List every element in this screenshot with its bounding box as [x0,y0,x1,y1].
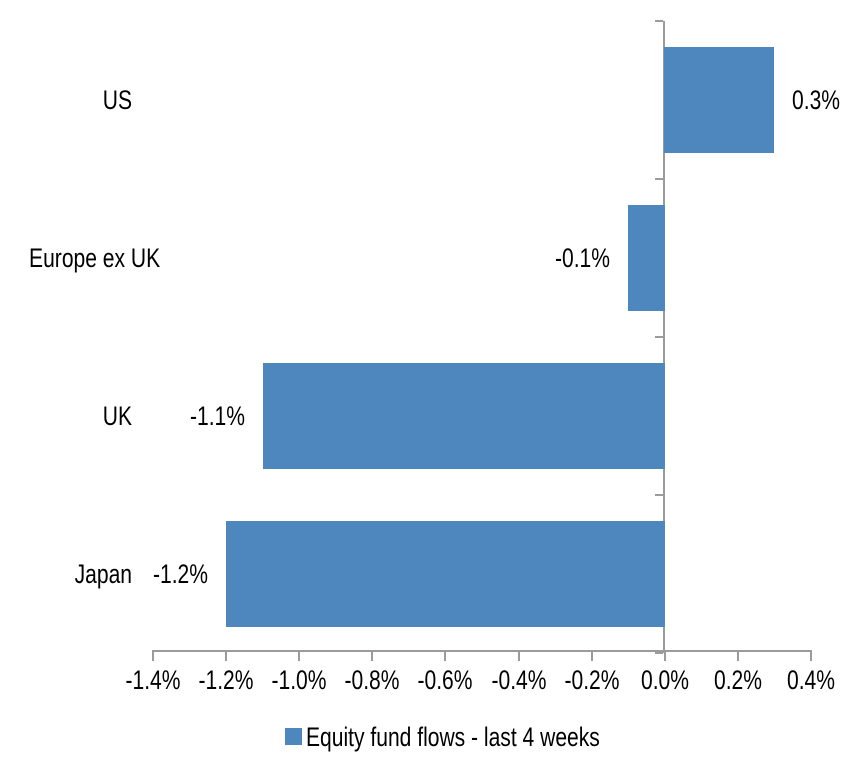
x-tick-label: -1.0% [271,665,327,695]
x-axis-tick [298,652,300,661]
bar-japan [226,521,665,627]
x-tick-label: -1.4% [125,665,181,695]
category-label-uk: UK [102,401,132,431]
x-axis-tick [664,652,666,661]
y-axis-tick [655,20,663,22]
x-axis-tick [444,652,446,661]
x-tick-label: -0.6% [417,665,473,695]
x-axis-tick [152,652,154,661]
x-tick-label: 0.4% [786,665,835,695]
x-tick-label: -0.8% [344,665,400,695]
value-label-us: 0.3% [792,85,841,115]
x-axis-tick [371,652,373,661]
bar-uk [263,363,665,469]
x-axis-tick [737,652,739,661]
y-axis-tick [655,336,663,338]
category-label-us: US [102,85,132,115]
x-axis-tick [591,652,593,661]
x-axis-tick [810,652,812,661]
x-tick-label: -0.2% [564,665,620,695]
y-axis-line [663,21,665,653]
bar-europe-ex-uk [628,205,665,311]
value-label-europe-ex-uk: -0.1% [554,243,610,273]
y-axis-tick [655,178,663,180]
value-label-japan: -1.2% [152,559,208,589]
y-axis-tick [655,494,663,496]
y-axis-tick [655,652,663,654]
x-axis-tick [225,652,227,661]
x-tick-label: 0.2% [713,665,762,695]
category-label-europe-ex-uk: Europe ex UK [29,243,161,273]
x-tick-label: -1.2% [198,665,254,695]
value-label-uk: -1.1% [189,401,245,431]
x-axis-tick [518,652,520,661]
x-axis-line [152,650,812,652]
legend-swatch-icon [285,728,302,745]
category-label-japan: Japan [74,559,132,589]
legend-label: Equity fund flows - last 4 weeks [306,722,600,752]
bar-us [664,47,774,153]
x-tick-label: -0.4% [491,665,547,695]
x-tick-label: 0.0% [640,665,689,695]
